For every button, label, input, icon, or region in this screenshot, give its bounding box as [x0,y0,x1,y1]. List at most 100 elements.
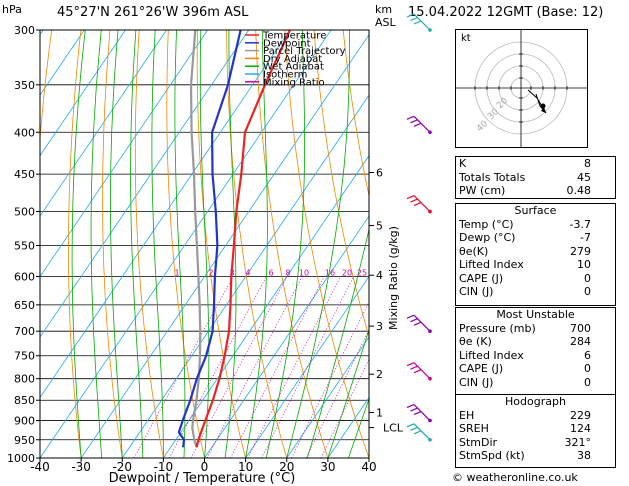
mixing-ratio-line [305,329,369,458]
dry-adiabat [342,30,369,198]
pressure-tick-label: 350 [14,79,35,92]
legend-label: Isotherm [263,70,307,81]
km-tick-label: 5 [376,220,383,233]
isotherm-line [40,30,291,399]
mu-row: θe (K) 284 [459,335,591,348]
hodo-row: EH 229 [459,408,591,422]
pressure-tick-label: 850 [14,394,35,407]
most-unstable-title: Most Unstable [496,308,575,321]
mixing-ratio-line [168,276,267,458]
wet-adiabat [245,30,268,458]
wind-barb [406,314,432,334]
hodograph-table: Hodograph EH 229 SREH 124 StmDir 321° StmSp… [455,394,616,468]
mixing-ratio-line [230,276,325,458]
mixing-ratio-line [261,276,354,458]
wet-adiabat [151,30,164,458]
wet-adiabat [90,30,103,458]
km-unit-label: km [375,3,393,16]
wind-barb [406,13,432,32]
mu-row: CIN (J) 0 [459,375,591,389]
surface-title: Surface [514,204,557,217]
mixing-ratio-line [190,276,288,458]
legend-label: Temperature [262,31,326,42]
pressure-tick-label: 600 [14,270,35,283]
hodo-row: StmSpd (kt) 38 [459,449,591,462]
hodo-row: SREH 124 [459,422,591,435]
surface-table: Surface Temp (°C) -3.7 Dewp (°C) -7 θe(K) 2… [455,203,616,306]
wet-adiabat [348,397,369,458]
mixing-ratio-line [320,358,369,458]
temp-tick-label: 20 [279,460,294,474]
mixing-ratio-line [291,301,369,458]
temp-tick-label: -20 [112,460,132,474]
pressure-tick-label: 500 [14,206,35,219]
wind-barb [406,195,432,214]
mixing-ratio-label: 3 [229,268,234,277]
mixing-ratio-label: 4 [245,268,250,277]
isotherm-line [40,30,167,217]
surface-row: θe(K) 279 [459,244,591,258]
index-row: Totals Totals 45 [459,170,591,184]
dry-adiabat [102,30,123,458]
temp-tick-label: -40 [30,460,50,474]
isotherm-line [80,33,369,458]
hodograph-ring-label: 40 [475,119,490,134]
km-tick-label: 1 [376,407,383,420]
dry-adiabat [313,30,369,338]
mu-row: CAPE (J) 0 [459,362,591,375]
surface-row: Lifted Index 10 [459,258,591,271]
pressure-tick-label: 800 [14,373,35,386]
isotherm-line [163,154,369,458]
dry-adiabat [196,30,246,458]
mixing-ratio-label: 6 [268,268,273,277]
isotherm-line [40,30,126,157]
isotherm-line [245,275,369,458]
temp-tick-label: 30 [320,460,335,474]
dry-adiabat [134,30,164,458]
dry-adiabat [255,30,329,458]
location-title: 45°27'N 261°26'W 396m ASL [57,5,249,20]
isotherm-line [40,30,208,278]
km-tick-label: 2 [376,368,383,381]
mixing-ratio-label: 1 [174,268,179,277]
dry-adiabat [226,30,288,458]
km-tick-label: 4 [376,269,383,282]
isotherm-line [121,94,369,458]
dry-adiabat [68,30,82,458]
datetime-title: 15.04.2022 12GMT (Base: 12) [408,5,604,20]
mixing-ratio-line [206,276,303,458]
km-tick-label: 6 [376,167,383,180]
dry-adiabat [166,30,205,458]
pressure-tick-label: 900 [14,415,35,428]
mu-row: Lifted Index 6 [459,348,591,362]
hodograph-panel: kt 40 30 20 [455,29,588,148]
footer-credit: © weatheronline.co.uk [452,471,578,484]
parcel-trajectory-line [189,30,202,448]
km-tick-label: 3 [376,320,383,333]
hodo-row: StmDir 321° [459,435,591,449]
surface-row: CIN (J) 0 [459,285,591,298]
mixing-ratio-label: 20 [342,268,352,277]
wet-adiabat [199,30,210,458]
pressure-tick-label: 700 [14,325,35,338]
dry-adiabat [284,30,369,458]
hodograph-table-title: Hodograph [505,395,566,408]
wet-adiabat [130,30,144,458]
temperature-line [195,30,291,448]
right-axis-title: Mixing Ratio (g/kg) [387,226,400,330]
hodograph-plot: kt 40 30 20 [456,30,587,147]
legend-label: Wet Adiabat [263,62,324,73]
mixing-ratio-label: 25 [357,268,367,277]
hodograph-unit: kt [461,33,471,44]
wind-barb [406,362,432,381]
storm-motion-marker [540,103,546,109]
hodograph-ring-label: 20 [495,96,510,111]
asl-unit-label: ASL [375,16,396,29]
wet-adiabat [224,30,237,458]
isotherm-line [0,30,2,458]
pressure-tick-label: 750 [14,350,35,363]
